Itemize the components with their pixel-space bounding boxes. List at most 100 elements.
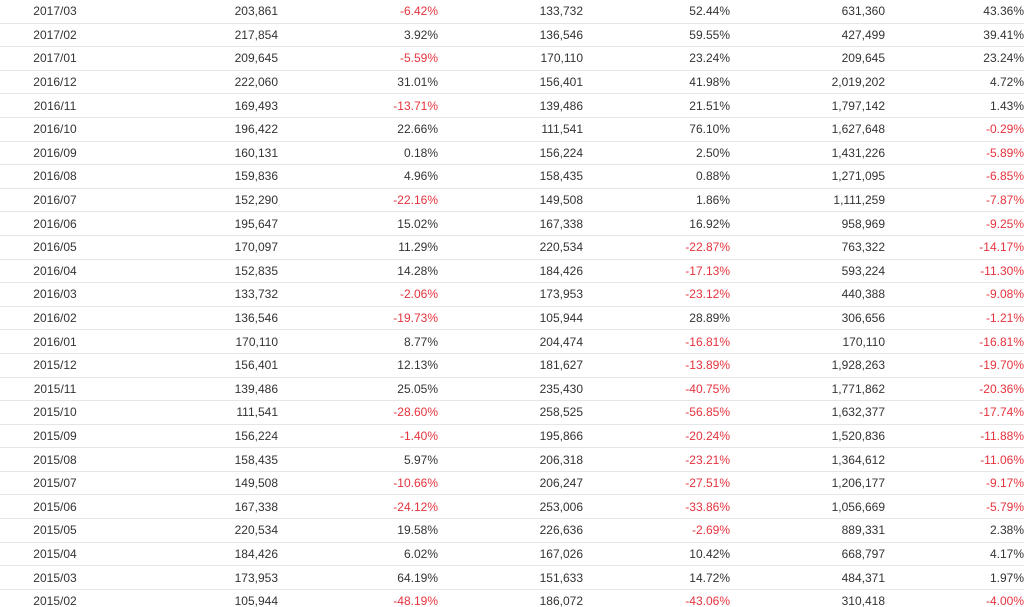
value-cell: 209,645: [110, 46, 278, 71]
cumulative-value-cell: 484,371: [730, 565, 885, 590]
period-cell: 2015/10: [0, 400, 110, 425]
period-cell: 2015/07: [0, 471, 110, 496]
period-cell: 2015/02: [0, 589, 110, 607]
value-cell: 149,508: [110, 471, 278, 496]
percent-change-cell: -16.81%: [885, 329, 1024, 354]
period-cell: 2017/03: [0, 0, 110, 24]
percent-change-cell: -20.36%: [885, 377, 1024, 402]
value-cell: 151,633: [438, 565, 583, 590]
percent-change-cell: -17.13%: [583, 259, 730, 284]
value-cell: 133,732: [110, 282, 278, 307]
percent-change-cell: 8.77%: [278, 329, 438, 354]
cumulative-value-cell: 889,331: [730, 518, 885, 543]
cumulative-value-cell: 1,797,142: [730, 93, 885, 118]
period-cell: 2016/06: [0, 211, 110, 236]
value-cell: 195,647: [110, 211, 278, 236]
table-row: 2016/10 196,422 22.66% 111,541 76.10% 1,627,6…: [0, 117, 1024, 142]
cumulative-value-cell: 763,322: [730, 235, 885, 260]
cumulative-value-cell: 1,056,669: [730, 494, 885, 520]
percent-change-cell: 59.55%: [583, 23, 730, 48]
percent-change-cell: 4.17%: [885, 542, 1024, 567]
percent-change-cell: -19.73%: [278, 306, 438, 331]
cumulative-value-cell: 310,418: [730, 589, 885, 607]
percent-change-cell: -13.89%: [583, 353, 730, 378]
percent-change-cell: 23.24%: [885, 46, 1024, 71]
percent-change-cell: -19.70%: [885, 353, 1024, 378]
period-cell: 2016/04: [0, 259, 110, 284]
percent-change-cell: -2.06%: [278, 282, 438, 307]
percent-change-cell: 0.88%: [583, 164, 730, 189]
value-cell: 206,247: [438, 471, 583, 496]
cumulative-value-cell: 1,520,836: [730, 424, 885, 449]
cumulative-value-cell: 427,499: [730, 23, 885, 48]
value-cell: 156,224: [110, 424, 278, 449]
period-cell: 2015/03: [0, 565, 110, 590]
value-cell: 136,546: [438, 23, 583, 48]
cumulative-value-cell: 631,360: [730, 0, 885, 24]
value-cell: 167,026: [438, 542, 583, 567]
table-row: 2015/08 158,435 5.97% 206,318 -23.21% 1,364,6…: [0, 447, 1024, 472]
cumulative-value-cell: 440,388: [730, 282, 885, 307]
value-cell: 158,435: [438, 164, 583, 189]
value-cell: 195,866: [438, 424, 583, 449]
table-row: 2015/10 111,541 -28.60% 258,525 -56.85% 1,632…: [0, 400, 1024, 425]
value-cell: 181,627: [438, 353, 583, 378]
value-cell: 105,944: [438, 306, 583, 331]
period-cell: 2016/05: [0, 235, 110, 260]
value-cell: 184,426: [438, 259, 583, 284]
value-cell: 220,534: [438, 235, 583, 260]
percent-change-cell: 11.29%: [278, 235, 438, 260]
percent-change-cell: -11.88%: [885, 424, 1024, 449]
table-row: 2015/03 173,953 64.19% 151,633 14.72% 484,371…: [0, 565, 1024, 590]
table-row: 2016/06 195,647 15.02% 167,338 16.92% 958,969…: [0, 211, 1024, 236]
period-cell: 2016/11: [0, 93, 110, 118]
percent-change-cell: 31.01%: [278, 70, 438, 95]
value-cell: 217,854: [110, 23, 278, 48]
value-cell: 203,861: [110, 0, 278, 24]
percent-change-cell: 14.28%: [278, 259, 438, 284]
percent-change-cell: 41.98%: [583, 70, 730, 95]
table-row: 2016/05 170,097 11.29% 220,534 -22.87% 763,32…: [0, 235, 1024, 260]
percent-change-cell: 6.02%: [278, 542, 438, 567]
value-cell: 159,836: [110, 164, 278, 189]
percent-change-cell: -6.42%: [278, 0, 438, 24]
period-cell: 2016/03: [0, 282, 110, 307]
percent-change-cell: 2.50%: [583, 141, 730, 166]
percent-change-cell: 21.51%: [583, 93, 730, 118]
percent-change-cell: -17.74%: [885, 400, 1024, 425]
cumulative-value-cell: 1,271,095: [730, 164, 885, 189]
table-row: 2015/09 156,224 -1.40% 195,866 -20.24% 1,520,…: [0, 424, 1024, 449]
percent-change-cell: -5.59%: [278, 46, 438, 71]
cumulative-value-cell: 2,019,202: [730, 70, 885, 95]
period-cell: 2016/08: [0, 164, 110, 189]
cumulative-value-cell: 170,110: [730, 329, 885, 354]
value-cell: 220,534: [110, 518, 278, 543]
percent-change-cell: -40.75%: [583, 377, 730, 402]
value-cell: 186,072: [438, 589, 583, 607]
percent-change-cell: -11.30%: [885, 259, 1024, 284]
value-cell: 133,732: [438, 0, 583, 24]
cumulative-value-cell: 668,797: [730, 542, 885, 567]
cumulative-value-cell: 1,206,177: [730, 471, 885, 496]
percent-change-cell: 4.72%: [885, 70, 1024, 95]
value-cell: 173,953: [438, 282, 583, 307]
percent-change-cell: -4.00%: [885, 589, 1024, 607]
period-cell: 2015/04: [0, 542, 110, 567]
percent-change-cell: 52.44%: [583, 0, 730, 24]
percent-change-cell: 1.97%: [885, 565, 1024, 590]
percent-change-cell: -6.85%: [885, 164, 1024, 189]
percent-change-cell: -56.85%: [583, 400, 730, 425]
value-cell: 156,224: [438, 141, 583, 166]
table-row: 2015/04 184,426 6.02% 167,026 10.42% 668,797 4…: [0, 542, 1024, 567]
percent-change-cell: -2.69%: [583, 518, 730, 543]
value-cell: 226,636: [438, 518, 583, 543]
percent-change-cell: 64.19%: [278, 565, 438, 590]
percent-change-cell: -23.12%: [583, 282, 730, 307]
percent-change-cell: 39.41%: [885, 23, 1024, 48]
value-cell: 170,110: [438, 46, 583, 71]
percent-change-cell: -16.81%: [583, 329, 730, 354]
cumulative-value-cell: 1,627,648: [730, 117, 885, 142]
value-cell: 160,131: [110, 141, 278, 166]
cumulative-value-cell: 1,928,263: [730, 353, 885, 378]
